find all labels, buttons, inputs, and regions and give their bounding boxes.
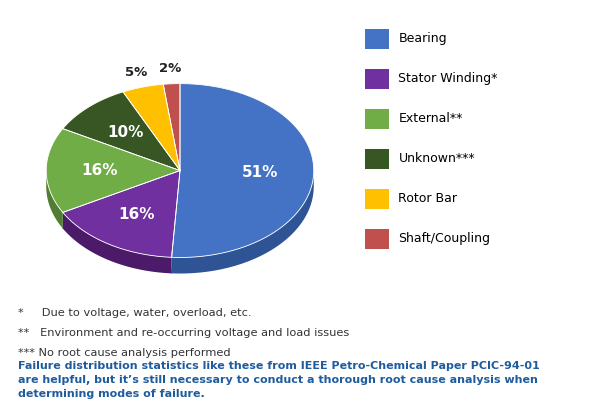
Text: **   Environment and re-occurring voltage and load issues: ** Environment and re-occurring voltage …: [18, 328, 349, 338]
Polygon shape: [63, 212, 172, 273]
Polygon shape: [172, 84, 314, 257]
Text: External**: External**: [398, 112, 463, 125]
FancyBboxPatch shape: [365, 110, 389, 129]
Polygon shape: [172, 171, 314, 273]
Polygon shape: [63, 171, 180, 257]
Text: Failure distribution statistics like these from IEEE Petro-Chemical Paper PCIC-9: Failure distribution statistics like the…: [18, 361, 539, 399]
FancyBboxPatch shape: [365, 69, 389, 89]
FancyBboxPatch shape: [365, 149, 389, 169]
Text: 16%: 16%: [119, 207, 155, 222]
Text: *     Due to voltage, water, overload, etc.: * Due to voltage, water, overload, etc.: [18, 308, 251, 318]
Text: 2%: 2%: [159, 61, 181, 75]
Text: Shaft/Coupling: Shaft/Coupling: [398, 232, 490, 245]
Polygon shape: [46, 129, 180, 212]
Polygon shape: [63, 92, 180, 171]
FancyBboxPatch shape: [365, 29, 389, 49]
Text: 16%: 16%: [82, 163, 118, 178]
Text: Bearing: Bearing: [398, 32, 447, 45]
Text: Stator Winding*: Stator Winding*: [398, 72, 498, 85]
Text: 10%: 10%: [107, 125, 143, 140]
Text: *** No root cause analysis performed: *** No root cause analysis performed: [18, 348, 230, 358]
Text: Rotor Bar: Rotor Bar: [398, 192, 457, 205]
FancyBboxPatch shape: [365, 189, 389, 209]
Polygon shape: [123, 84, 180, 171]
Text: 5%: 5%: [125, 66, 147, 79]
Polygon shape: [46, 171, 63, 229]
Text: Unknown***: Unknown***: [398, 152, 475, 165]
Polygon shape: [163, 84, 180, 171]
Text: 51%: 51%: [242, 165, 278, 180]
FancyBboxPatch shape: [365, 229, 389, 249]
